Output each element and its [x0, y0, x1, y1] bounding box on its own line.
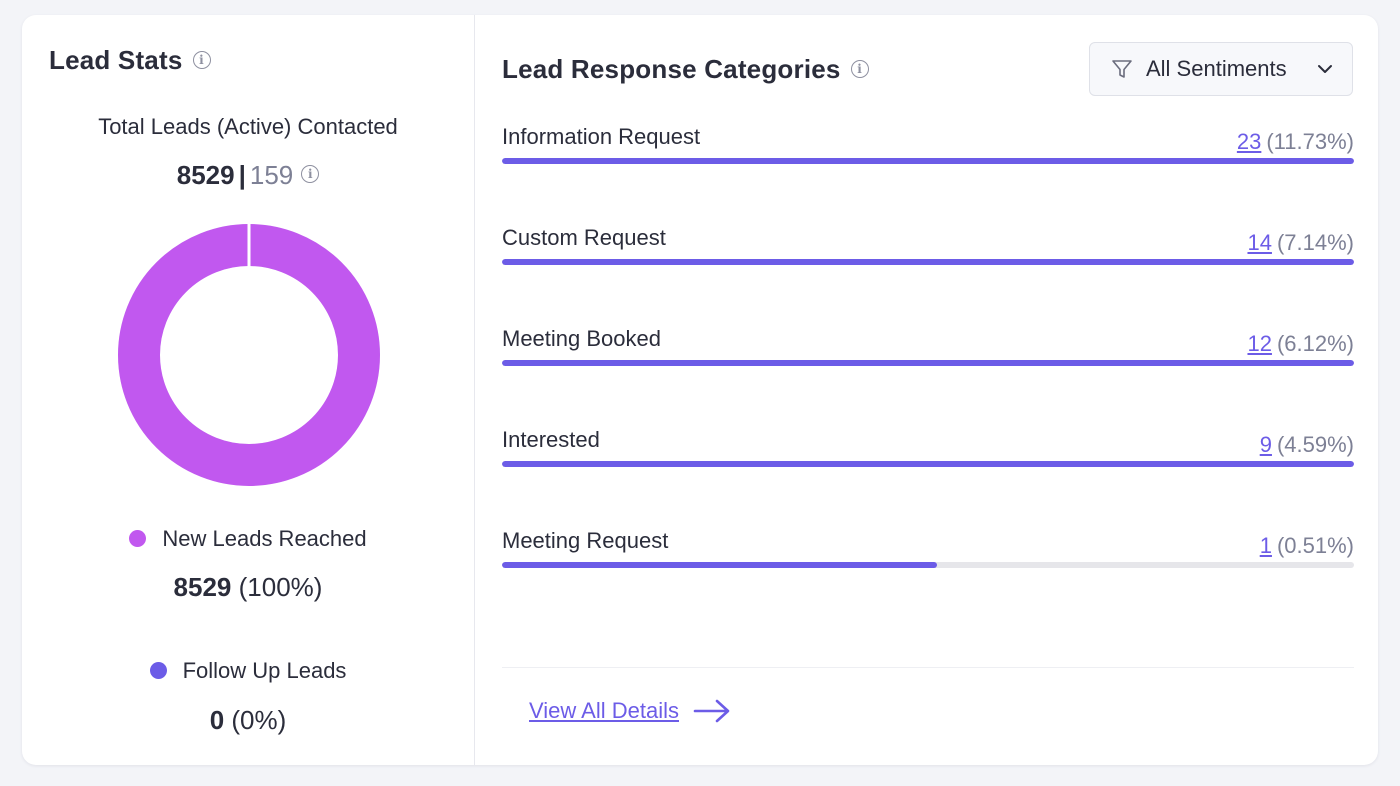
category-value: 1 (0.51%) [1260, 533, 1354, 559]
value-separator: | [238, 160, 246, 190]
category-progress-track [502, 461, 1354, 467]
new-leads-count: 8529 [173, 572, 232, 602]
category-percent: (0.51%) [1276, 533, 1354, 558]
info-icon[interactable]: i [301, 165, 320, 184]
category-label: Meeting Request [502, 528, 669, 553]
arrow-right-icon [693, 698, 731, 724]
category-label: Custom Request [502, 225, 666, 250]
category-progress-fill [502, 158, 1354, 164]
category-progress-fill [502, 360, 1354, 366]
total-leads-values: 8529 | 159 i [22, 160, 474, 191]
category-progress-track [502, 360, 1354, 366]
category-percent: (4.59%) [1276, 432, 1354, 457]
total-leads-label: Total Leads (Active) Contacted [98, 114, 398, 139]
legend-dot-follow-up [149, 661, 167, 679]
lead-stats-panel: Lead Stats i Total Leads (Active) Contact… [22, 15, 474, 765]
category-count-link[interactable]: 14 [1247, 230, 1272, 255]
category-row: Custom Request 14 (7.14%) [502, 225, 1354, 285]
category-progress-track [502, 562, 1354, 568]
footer-divider [502, 667, 1354, 668]
active-leads-value: 159 [249, 160, 294, 190]
lead-stats-title: Lead Stats [49, 45, 183, 75]
category-row: Interested 9 (4.59%) [502, 427, 1354, 487]
total-leads-value: 8529 [176, 160, 235, 190]
view-all-details-link[interactable]: View All Details [529, 698, 731, 724]
lead-stats-heading: Lead Stats i [49, 45, 211, 76]
category-value: 9 (4.59%) [1260, 432, 1354, 458]
info-icon[interactable]: i [850, 60, 869, 79]
leads-donut-chart [118, 224, 380, 486]
panel-divider [474, 15, 475, 765]
category-label: Meeting Booked [502, 326, 661, 351]
response-categories-heading: Lead Response Categories i [502, 54, 869, 85]
category-progress-fill [502, 259, 1354, 265]
category-progress-fill [502, 461, 1354, 467]
sentiment-filter-label: All Sentiments [1146, 56, 1287, 81]
follow-up-percent: (0%) [231, 705, 287, 735]
category-progress-fill [502, 562, 937, 568]
category-row: Meeting Request 1 (0.51%) [502, 528, 1354, 588]
category-label: Information Request [502, 124, 701, 149]
legend-label-new-leads: New Leads Reached [162, 526, 367, 551]
category-row: Meeting Booked 12 (6.12%) [502, 326, 1354, 386]
info-icon[interactable]: i [192, 51, 211, 70]
category-percent: (11.73%) [1266, 129, 1354, 154]
category-label: Interested [502, 427, 600, 452]
funnel-icon [1110, 57, 1134, 81]
legend-value-follow-up: 0 (0%) [22, 705, 474, 736]
response-categories-panel: Lead Response Categories i All Sentiments… [475, 15, 1378, 765]
category-percent: (7.14%) [1276, 230, 1354, 255]
new-leads-percent: (100%) [238, 572, 323, 602]
category-count-link[interactable]: 1 [1259, 533, 1272, 558]
chevron-down-icon [1316, 60, 1334, 78]
legend-new-leads: New Leads Reached [22, 526, 474, 552]
category-count-link[interactable]: 23 [1236, 129, 1262, 154]
donut-segment-0[interactable] [118, 224, 380, 486]
view-all-details-label: View All Details [529, 698, 679, 723]
category-progress-track [502, 158, 1354, 164]
category-value: 23 (11.73%) [1237, 129, 1354, 155]
legend-label-follow-up: Follow Up Leads [182, 658, 347, 683]
lead-dashboard-card: Lead Stats i Total Leads (Active) Contact… [22, 15, 1378, 765]
category-count-link[interactable]: 12 [1247, 331, 1272, 356]
category-count-link[interactable]: 9 [1259, 432, 1272, 457]
category-value: 12 (6.12%) [1247, 331, 1354, 357]
response-categories-title: Lead Response Categories [502, 54, 841, 84]
category-row: Information Request 23 (11.73%) [502, 124, 1354, 184]
sentiment-filter-dropdown[interactable]: All Sentiments [1089, 42, 1353, 96]
follow-up-count: 0 [209, 705, 225, 735]
category-progress-track [502, 259, 1354, 265]
category-percent: (6.12%) [1276, 331, 1354, 356]
legend-dot-new-leads [129, 529, 147, 547]
category-value: 14 (7.14%) [1247, 230, 1354, 256]
legend-follow-up: Follow Up Leads [22, 658, 474, 684]
legend-value-new-leads: 8529 (100%) [22, 572, 474, 603]
